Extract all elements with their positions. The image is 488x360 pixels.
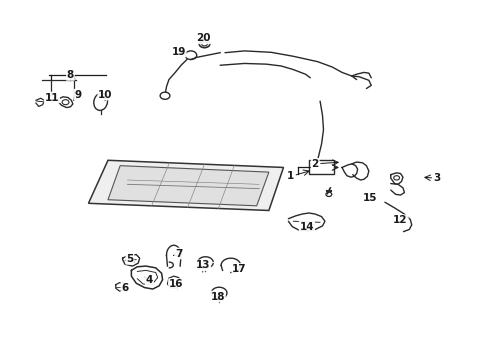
Text: 6: 6 (121, 283, 128, 293)
Text: 18: 18 (210, 292, 224, 302)
Text: 2: 2 (311, 159, 318, 169)
Text: 4: 4 (145, 275, 153, 285)
Text: 16: 16 (169, 279, 183, 289)
Text: 7: 7 (175, 248, 182, 258)
Text: 14: 14 (299, 222, 314, 231)
Text: 5: 5 (126, 254, 133, 264)
Text: 11: 11 (44, 93, 59, 103)
Text: 20: 20 (195, 33, 210, 43)
Text: 1: 1 (286, 171, 294, 181)
Polygon shape (88, 160, 283, 211)
Text: 9: 9 (74, 90, 81, 100)
Text: 15: 15 (362, 193, 377, 203)
Text: 19: 19 (171, 46, 185, 57)
Text: 17: 17 (232, 264, 246, 274)
Text: 12: 12 (392, 215, 407, 225)
Text: 13: 13 (195, 260, 210, 270)
Text: 10: 10 (98, 90, 113, 100)
Text: 3: 3 (432, 173, 440, 183)
Text: 8: 8 (67, 70, 74, 80)
Polygon shape (108, 166, 268, 206)
